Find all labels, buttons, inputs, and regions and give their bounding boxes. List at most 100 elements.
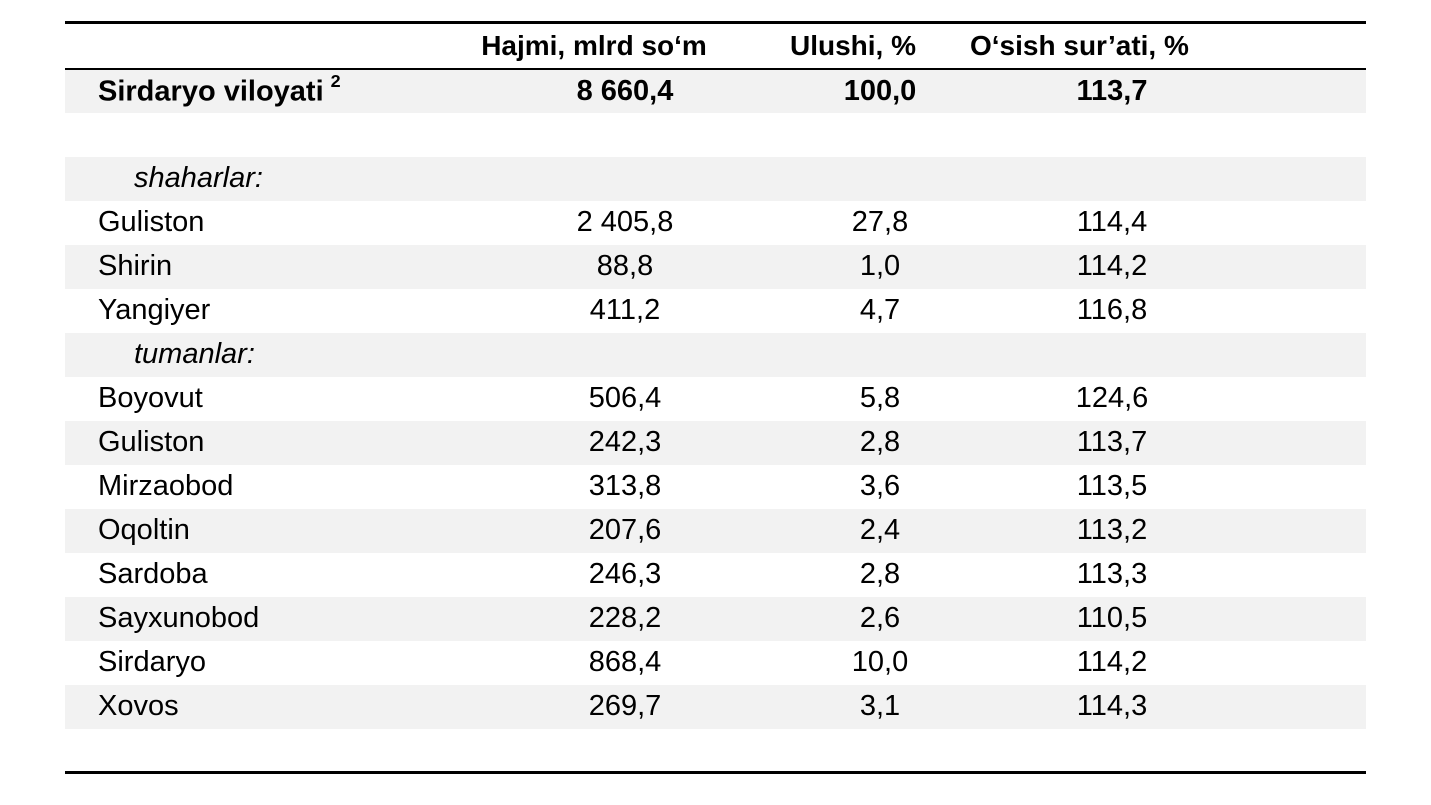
region-name-label: Guliston [98,426,205,458]
cell-osish: 113,7 [1076,74,1148,107]
cell-region-name: shaharlar: [65,157,460,201]
cell-ulushi [790,113,970,157]
region-name-label: Sayxunobod [98,602,260,634]
cell-hajmi [460,729,790,773]
cell-osish: 114,2 [1076,250,1148,282]
cell-region-name: Sayxunobod [65,597,460,641]
table-row: Oqoltin 207,6 2,4 113,2 [65,508,1366,553]
cell-hajmi: 88,8 [596,250,654,282]
column-header-osish: O‘sish sur’ati, % [970,22,1366,70]
table-row: Mirzaobod 313,8 3,6 113,5 [65,465,1366,509]
cell-ulushi [790,333,970,377]
cell-osish: 114,2 [1076,646,1148,678]
cell-hajmi: 411,2 [589,294,661,326]
region-name-label: Sardoba [98,558,208,590]
cell-region-name [65,729,460,773]
cell-hajmi: 246,3 [588,558,662,590]
cell-hajmi: 228,2 [588,602,662,634]
cell-ulushi [790,729,970,773]
cell-osish [970,333,1366,377]
table-body: Sirdaryo viloyati 2 8 660,4 100,0 113,7 shaha… [65,68,1366,773]
cell-region-name: Oqoltin [65,509,460,553]
cell-hajmi: 313,8 [588,470,662,502]
cell-osish [970,157,1366,201]
cell-ulushi: 2,6 [859,602,901,634]
cell-hajmi: 506,4 [588,382,662,414]
cell-ulushi: 10,0 [851,646,909,678]
region-name-label: Xovos [98,690,179,722]
cell-hajmi: 269,7 [588,690,662,722]
cell-region-name: tumanlar: [65,333,460,377]
region-statistics-table: Hajmi, mlrd so‘m Ulushi, % O‘sish sur’at… [65,21,1366,774]
table-row: Sirdaryo 868,4 10,0 114,2 [65,641,1366,685]
cell-osish: 110,5 [1076,602,1148,634]
cell-osish [970,729,1366,773]
cell-region-name: Guliston [65,421,460,465]
cell-osish: 124,6 [1075,382,1149,414]
cell-region-name: Boyovut [65,377,460,421]
cell-ulushi: 1,0 [859,250,901,282]
cell-ulushi: 2,8 [859,426,901,458]
table-header: Hajmi, mlrd so‘m Ulushi, % O‘sish sur’at… [65,22,1366,70]
total-row: Sirdaryo viloyati 2 8 660,4 100,0 113,7 [65,68,1366,113]
section-row: tumanlar: [65,332,1366,377]
table-row: Sayxunobod 228,2 2,6 110,5 [65,596,1366,641]
cell-ulushi: 3,1 [859,690,901,722]
cell-hajmi: 242,3 [588,426,662,458]
cell-osish: 116,8 [1076,294,1148,326]
cell-ulushi: 5,8 [859,382,901,414]
cell-ulushi: 100,0 [843,74,917,107]
spacer-row [65,729,1366,773]
region-name-label: Yangiyer [98,294,211,326]
region-name-label: Sirdaryo [98,646,206,678]
region-name-label: Sirdaryo viloyati [98,75,324,108]
cell-ulushi: 27,8 [851,206,909,238]
region-name-label: Mirzaobod [98,470,234,502]
region-name-label: Guliston [98,206,205,238]
cell-ulushi [790,157,970,201]
cell-ulushi: 4,7 [859,294,901,326]
cell-region-name: Yangiyer [65,289,460,333]
cell-hajmi: 207,6 [588,514,662,546]
column-header-region [65,22,460,70]
region-name-label: Oqoltin [98,514,190,546]
cell-osish: 113,2 [1076,514,1148,546]
cell-region-name: Shirin [65,245,460,289]
cell-hajmi: 868,4 [588,646,662,678]
cell-hajmi: 2 405,8 [576,206,674,238]
region-name-label: tumanlar: [134,338,255,370]
cell-osish: 113,5 [1076,470,1148,502]
table-row: Yangiyer 411,2 4,7 116,8 [65,289,1366,333]
cell-region-name: Xovos [65,685,460,729]
table-row: Guliston 2 405,8 27,8 114,4 [65,201,1366,245]
spacer-row [65,113,1366,157]
cell-region-name: Mirzaobod [65,465,460,509]
cell-osish [970,113,1366,157]
region-name-label: Shirin [98,250,173,282]
table-row: Sardoba 246,3 2,8 113,3 [65,553,1366,597]
cell-osish: 113,7 [1076,426,1148,458]
section-row: shaharlar: [65,156,1366,201]
table-row: Shirin 88,8 1,0 114,2 [65,244,1366,289]
cell-hajmi [460,157,790,201]
table-row: Boyovut 506,4 5,8 124,6 [65,377,1366,421]
region-name-label: shaharlar: [134,162,263,194]
cell-hajmi [460,333,790,377]
cell-ulushi: 3,6 [859,470,901,502]
cell-hajmi [460,113,790,157]
column-header-hajmi: Hajmi, mlrd so‘m [460,22,790,70]
cell-region-name: Sirdaryo viloyati 2 [65,69,460,113]
footnote-marker: 2 [330,70,341,91]
cell-region-name: Sirdaryo [65,641,460,685]
header-row: Hajmi, mlrd so‘m Ulushi, % O‘sish sur’at… [65,22,1366,70]
cell-osish: 113,3 [1076,558,1148,590]
cell-ulushi: 2,4 [859,514,901,546]
table-row: Guliston 242,3 2,8 113,7 [65,420,1366,465]
cell-region-name: Guliston [65,201,460,245]
cell-osish: 114,4 [1076,206,1148,238]
cell-region-name [65,113,460,157]
region-name-label: Boyovut [98,382,203,414]
cell-osish: 114,3 [1076,690,1148,722]
column-header-ulushi: Ulushi, % [790,22,970,70]
